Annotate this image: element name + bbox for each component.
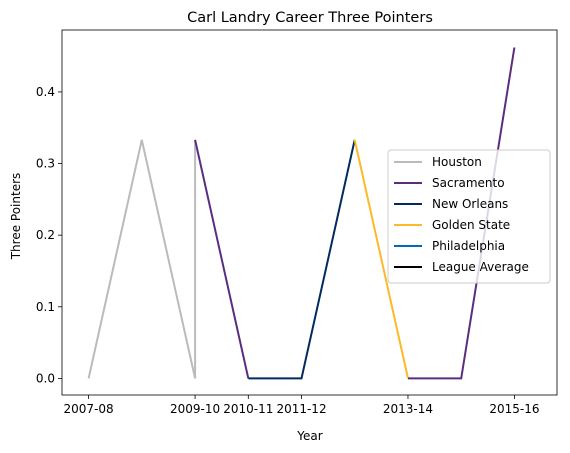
y-tick-label: 0.1: [36, 300, 55, 314]
x-axis-label: Year: [296, 429, 322, 443]
plot-frame: [61, 29, 558, 396]
legend-label: Sacramento: [432, 176, 505, 190]
y-tick-label: 0.3: [36, 157, 55, 171]
y-tick-label: 0.2: [36, 228, 55, 242]
legend-label: Golden State: [432, 218, 510, 232]
series-line-golden-state: [353, 139, 409, 379]
x-tick-label: 2011-12: [276, 402, 326, 416]
chart-title: Carl Landry Career Three Pointers: [187, 10, 433, 26]
series-line-houston: [87, 139, 197, 379]
legend: Houston Sacramento New Orleans Golden State…: [387, 149, 551, 284]
series-line-new-orleans: [248, 139, 356, 380]
x-tick-label: 2010-11: [223, 402, 273, 416]
legend-label: League Average: [432, 260, 529, 274]
legend-label: New Orleans: [432, 197, 508, 211]
legend-box: [387, 149, 551, 284]
x-axis: 2007-08 2009-10 2010-11 2011-12 2013-14 2015-…: [64, 395, 539, 416]
y-tick-label: 0.0: [36, 371, 55, 385]
y-axis: 0.0 0.1 0.2 0.3 0.4: [36, 85, 62, 385]
y-tick-label: 0.4: [36, 85, 55, 99]
legend-label: Houston: [432, 155, 482, 169]
x-tick-label: 2009-10: [170, 402, 220, 416]
x-tick-label: 2015-16: [489, 402, 539, 416]
y-axis-label: Three Pointers: [9, 173, 23, 261]
x-tick-label: 2013-14: [383, 402, 433, 416]
legend-label: Philadelphia: [432, 239, 505, 253]
x-tick-label: 2007-08: [64, 402, 114, 416]
series-line-sacramento: [194, 139, 250, 379]
